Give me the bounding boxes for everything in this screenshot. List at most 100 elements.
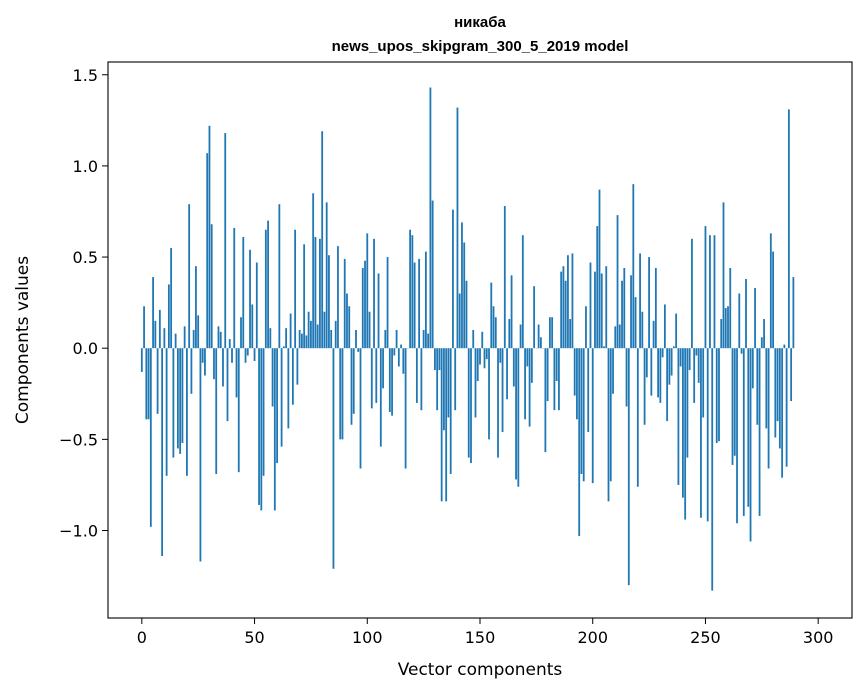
- bar: [424, 251, 427, 349]
- bar: [652, 320, 655, 349]
- bar: [648, 257, 650, 349]
- bar: [359, 348, 362, 469]
- bar: [742, 348, 745, 516]
- bar: [546, 348, 549, 402]
- bar: [539, 337, 542, 349]
- bar: [289, 313, 292, 349]
- bar: [582, 348, 585, 482]
- bar: [551, 317, 554, 349]
- bar: [790, 348, 793, 402]
- bar: [237, 348, 240, 473]
- bar: [747, 348, 750, 507]
- bar: [348, 306, 351, 349]
- bar: [763, 319, 765, 349]
- bar: [691, 238, 693, 349]
- bar: [319, 238, 321, 349]
- bar: [346, 293, 348, 349]
- bar: [609, 348, 612, 482]
- bar: [506, 348, 508, 400]
- x-tick-label: 50: [244, 628, 264, 647]
- bar: [693, 348, 696, 403]
- bar: [650, 348, 653, 396]
- bar: [244, 348, 247, 363]
- bar: [697, 348, 700, 383]
- bar: [731, 348, 734, 465]
- bar: [149, 348, 152, 527]
- bar: [366, 233, 369, 349]
- bar: [632, 184, 635, 349]
- bar: [670, 348, 673, 376]
- bar: [607, 348, 610, 502]
- bar: [375, 348, 378, 403]
- bar: [711, 348, 714, 591]
- bar: [751, 348, 754, 389]
- bar: [623, 267, 626, 349]
- bar: [170, 247, 173, 349]
- bar: [634, 297, 637, 349]
- bar: [627, 348, 630, 586]
- bar: [201, 348, 204, 363]
- bar: [415, 348, 418, 403]
- bar: [429, 87, 432, 349]
- y-axis: −1.0 −0.5 0.0 0.5 1.0 1.5: [59, 66, 108, 540]
- bar: [217, 326, 220, 349]
- bar: [524, 348, 526, 420]
- y-tick-label: −1.0: [59, 521, 98, 540]
- bar: [199, 348, 202, 562]
- bar: [296, 348, 299, 385]
- bar: [605, 266, 608, 349]
- bar: [242, 237, 245, 349]
- bar: [172, 348, 175, 458]
- x-tick-label: 300: [803, 628, 834, 647]
- bar: [643, 348, 646, 425]
- bar: [262, 348, 265, 476]
- bar: [657, 348, 660, 398]
- bar: [418, 258, 421, 349]
- bar: [179, 348, 182, 454]
- bar: [521, 235, 524, 349]
- bar: [548, 317, 551, 349]
- bar: [682, 348, 684, 498]
- bar: [587, 348, 590, 433]
- bar: [555, 348, 558, 382]
- bar: [533, 286, 536, 349]
- bar: [156, 348, 159, 414]
- bar: [420, 348, 423, 411]
- bar: [612, 348, 614, 394]
- bar: [510, 275, 513, 349]
- bar: [578, 348, 581, 536]
- bar: [704, 226, 707, 349]
- bar: [727, 306, 729, 349]
- bar: [621, 280, 623, 349]
- bar: [454, 348, 457, 411]
- bar: [285, 328, 288, 349]
- bar: [616, 215, 619, 349]
- y-tick-label: −0.5: [59, 430, 98, 449]
- bar: [364, 260, 366, 349]
- bar: [778, 348, 781, 449]
- bar: [413, 262, 416, 349]
- bar: [614, 326, 617, 349]
- bar: [391, 348, 393, 416]
- bar: [537, 324, 540, 349]
- bar: [501, 348, 504, 433]
- bar: [445, 348, 448, 502]
- bar: [715, 348, 718, 443]
- bar: [776, 348, 779, 422]
- bar: [145, 348, 148, 420]
- bar: [402, 348, 405, 374]
- bar: [253, 348, 256, 361]
- bar: [373, 238, 375, 349]
- bar: [152, 277, 154, 349]
- bar: [625, 348, 628, 407]
- bar: [580, 348, 583, 474]
- bar: [598, 189, 601, 349]
- bar: [400, 344, 402, 349]
- bar: [553, 348, 556, 411]
- bar: [558, 348, 560, 411]
- bar: [754, 288, 756, 349]
- bar: [636, 348, 639, 487]
- bar: [458, 293, 461, 349]
- bar: [368, 311, 371, 349]
